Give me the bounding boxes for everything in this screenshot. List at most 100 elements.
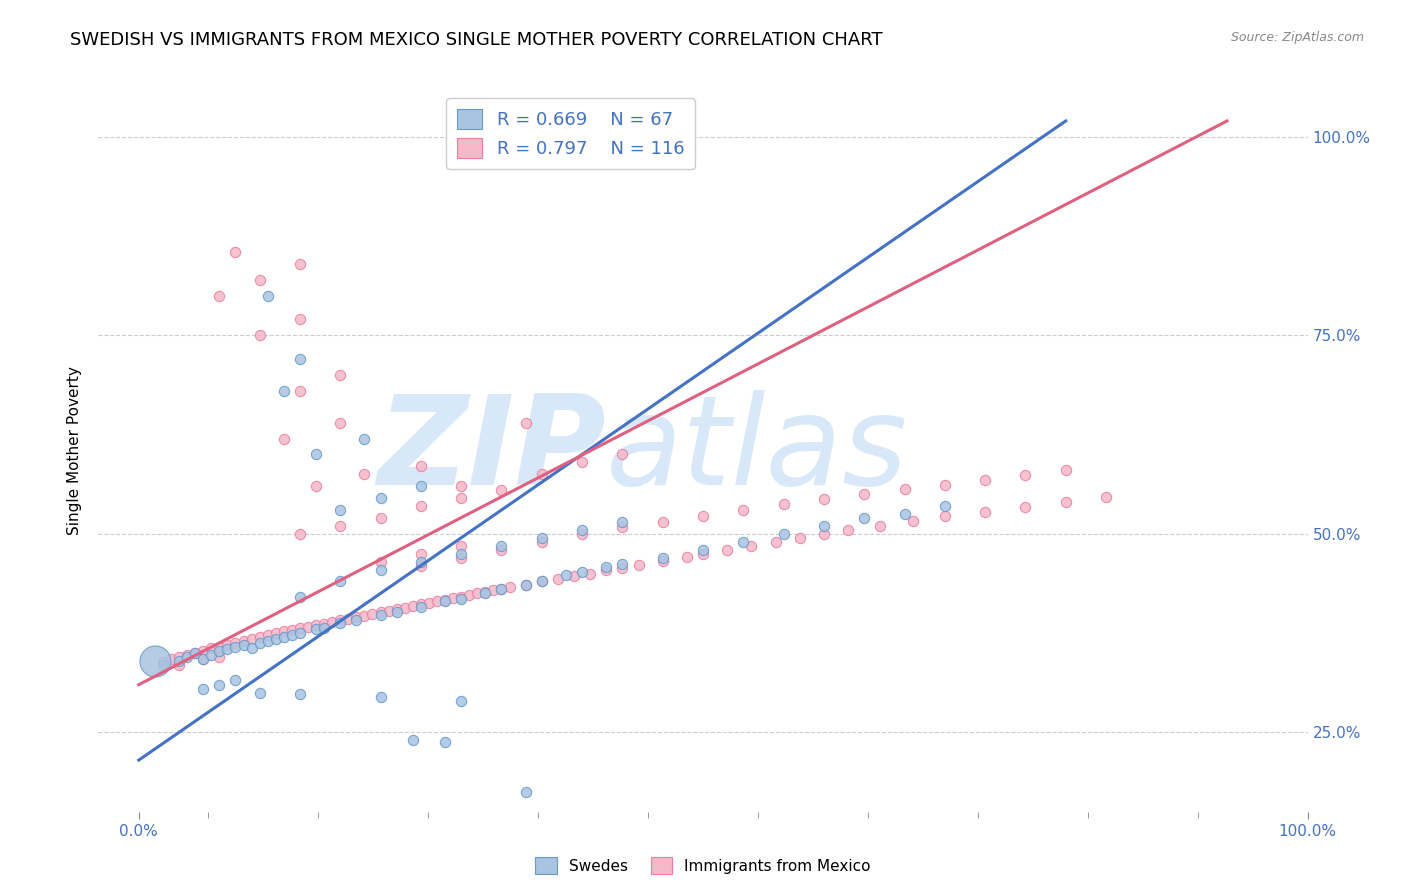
Point <box>409 479 432 493</box>
Point <box>692 542 714 557</box>
Point <box>232 638 254 652</box>
Point <box>651 554 673 568</box>
Point <box>281 628 304 642</box>
Text: Source: ZipAtlas.com: Source: ZipAtlas.com <box>1230 31 1364 45</box>
Point <box>240 641 263 656</box>
Point <box>676 549 699 564</box>
Point <box>249 328 271 343</box>
Point <box>193 652 215 666</box>
Point <box>409 598 432 612</box>
Point <box>264 632 287 646</box>
Point <box>353 432 375 446</box>
Point <box>385 605 408 619</box>
Point <box>547 572 569 586</box>
Point <box>1014 468 1036 483</box>
Point <box>409 547 432 561</box>
Point <box>224 640 246 654</box>
Point <box>813 526 835 541</box>
Point <box>692 547 714 561</box>
Point <box>329 615 352 630</box>
Point <box>394 600 416 615</box>
Point <box>426 594 449 608</box>
Point <box>370 690 392 704</box>
Point <box>555 568 578 582</box>
Point <box>515 785 537 799</box>
Point <box>409 599 432 614</box>
Point <box>612 557 634 571</box>
Point <box>329 613 352 627</box>
Point <box>612 520 634 534</box>
Point <box>361 607 384 621</box>
Point <box>370 606 392 620</box>
Point <box>200 641 222 656</box>
Point <box>595 560 617 574</box>
Point <box>256 288 278 302</box>
Point <box>232 634 254 648</box>
Point <box>458 588 481 602</box>
Point <box>305 618 328 632</box>
Point <box>288 626 311 640</box>
Point <box>152 657 174 672</box>
Point <box>934 499 956 513</box>
Point <box>370 607 392 622</box>
Point <box>1095 491 1118 505</box>
Text: atlas: atlas <box>606 390 908 511</box>
Point <box>579 566 602 581</box>
Point <box>273 624 295 639</box>
Legend: R = 0.669    N = 67, R = 0.797    N = 116: R = 0.669 N = 67, R = 0.797 N = 116 <box>446 98 695 169</box>
Point <box>772 526 794 541</box>
Point <box>837 523 859 537</box>
Point <box>530 531 553 545</box>
Point <box>217 638 239 652</box>
Point <box>450 550 472 565</box>
Point <box>370 491 392 505</box>
Point <box>491 539 513 553</box>
Point <box>305 447 328 461</box>
Legend: Swedes, Immigrants from Mexico: Swedes, Immigrants from Mexico <box>529 851 877 880</box>
Point <box>765 534 787 549</box>
Point <box>562 569 585 583</box>
Point <box>370 511 392 525</box>
Point <box>740 539 762 553</box>
Point <box>409 499 432 513</box>
Point <box>716 542 738 557</box>
Point <box>208 288 231 302</box>
Point <box>370 563 392 577</box>
Point <box>612 447 634 461</box>
Point <box>974 473 997 487</box>
Point <box>869 519 891 533</box>
Point <box>273 630 295 644</box>
Point <box>208 678 231 692</box>
Point <box>402 599 425 613</box>
Point <box>402 733 425 747</box>
Point <box>249 685 271 699</box>
Point <box>1054 463 1077 477</box>
Point <box>1054 495 1077 509</box>
Point <box>344 610 367 624</box>
Point <box>273 432 295 446</box>
Point <box>450 547 472 561</box>
Point <box>249 636 271 650</box>
Point <box>353 608 375 623</box>
Point <box>450 591 472 606</box>
Point <box>321 615 343 629</box>
Point <box>305 479 328 493</box>
Point <box>176 649 198 664</box>
Point <box>530 574 553 589</box>
Point <box>344 613 367 627</box>
Point <box>934 477 956 491</box>
Point <box>530 574 553 589</box>
Point <box>612 515 634 529</box>
Point <box>240 632 263 646</box>
Point <box>515 577 537 591</box>
Point <box>491 483 513 498</box>
Point <box>329 416 352 430</box>
Point <box>482 583 505 598</box>
Point <box>901 514 924 528</box>
Text: SWEDISH VS IMMIGRANTS FROM MEXICO SINGLE MOTHER POVERTY CORRELATION CHART: SWEDISH VS IMMIGRANTS FROM MEXICO SINGLE… <box>70 31 883 49</box>
Point <box>288 591 311 605</box>
Point <box>571 526 593 541</box>
Point <box>450 590 472 604</box>
Point <box>208 649 231 664</box>
Point <box>329 574 352 589</box>
